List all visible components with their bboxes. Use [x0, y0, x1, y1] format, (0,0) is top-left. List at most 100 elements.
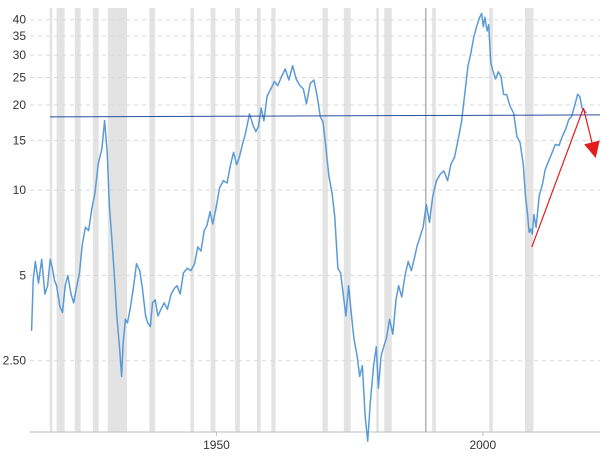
data-point-188 [581, 106, 583, 109]
recession-bands [49, 8, 534, 432]
series-points [30, 12, 587, 442]
data-point-55 [182, 272, 185, 274]
data-point-174 [538, 194, 540, 196]
data-point-112 [364, 414, 366, 417]
data-point-60 [200, 250, 202, 252]
data-point-152 [484, 16, 486, 18]
data-point-67 [222, 180, 224, 182]
data-point-113 [367, 440, 369, 442]
data-point-35 [124, 318, 126, 320]
data-point-114 [369, 400, 372, 402]
data-point-183 [567, 119, 570, 121]
data-point-111 [361, 365, 364, 367]
data-point-97 [322, 121, 324, 123]
reference-line [49, 114, 601, 118]
data-point-185 [574, 103, 576, 105]
x-axis-ticks: 1950 2000 [203, 432, 496, 452]
data-point-88 [292, 65, 294, 67]
data-point-137 [439, 173, 441, 175]
data-point-145 [467, 66, 469, 68]
data-point-15 [70, 293, 72, 295]
data-point-90 [298, 84, 301, 86]
data-point-159 [500, 75, 502, 77]
data-point-42 [144, 315, 147, 317]
recession-band-15 [432, 8, 436, 432]
data-point-0 [30, 329, 33, 331]
data-point-104 [342, 293, 344, 295]
data-point-32 [118, 346, 121, 348]
data-point-26 [103, 120, 106, 122]
data-point-43 [147, 322, 149, 324]
recession-band-4 [107, 8, 127, 432]
data-point-72 [238, 156, 240, 158]
data-point-147 [473, 36, 475, 39]
data-point-181 [562, 134, 564, 137]
data-point-131 [419, 237, 421, 239]
data-point-57 [190, 270, 192, 272]
data-point-155 [490, 62, 492, 64]
data-point-33 [121, 375, 123, 378]
data-point-120 [385, 337, 387, 339]
data-point-157 [494, 78, 497, 80]
data-point-24 [97, 163, 99, 165]
data-point-130 [416, 244, 418, 246]
data-point-153 [486, 30, 488, 32]
data-point-6 [46, 285, 49, 287]
data-point-89 [295, 78, 297, 81]
data-point-30 [113, 272, 115, 274]
y-tick-label-7: 5 [19, 268, 26, 282]
trend-line [531, 107, 585, 248]
data-point-95 [316, 94, 318, 97]
data-point-165 [519, 142, 521, 144]
data-point-87 [288, 79, 290, 81]
data-point-4 [41, 258, 43, 260]
data-point-27 [106, 151, 108, 153]
data-point-18 [78, 272, 81, 274]
data-point-129 [414, 256, 416, 258]
data-point-21 [87, 230, 90, 232]
data-point-133 [425, 203, 427, 206]
data-point-56 [186, 267, 188, 269]
data-point-127 [407, 260, 409, 263]
data-point-53 [176, 285, 178, 287]
data-point-177 [547, 161, 549, 163]
data-point-31 [116, 315, 118, 317]
data-point-110 [359, 375, 361, 378]
trend-arrow-shaft [582, 107, 593, 143]
y-tick-label-1: 35 [13, 29, 27, 43]
data-point-100 [331, 192, 333, 194]
data-point-98 [325, 144, 327, 146]
data-point-64 [212, 223, 214, 225]
gridlines [30, 19, 600, 362]
data-point-92 [305, 103, 308, 105]
data-point-135 [432, 195, 434, 198]
data-point-116 [375, 346, 377, 348]
data-point-182 [565, 128, 567, 130]
recession-band-0 [49, 8, 53, 432]
data-point-5 [44, 293, 46, 295]
data-point-22 [91, 208, 93, 210]
data-point-47 [157, 315, 159, 317]
data-point-121 [388, 318, 391, 320]
data-point-179 [554, 143, 556, 146]
data-point-150 [481, 12, 483, 15]
data-point-94 [313, 79, 315, 81]
data-point-20 [84, 226, 87, 228]
data-point-45 [151, 302, 154, 304]
y-tick-label-6: 10 [13, 183, 27, 197]
data-point-126 [404, 274, 406, 277]
data-point-3 [37, 282, 40, 284]
data-point-163 [513, 112, 515, 114]
data-point-7 [49, 258, 51, 260]
data-point-149 [478, 17, 480, 20]
recession-band-5 [149, 8, 156, 432]
data-point-102 [337, 267, 339, 269]
data-point-62 [206, 224, 208, 227]
data-point-115 [372, 365, 375, 367]
data-point-172 [533, 214, 535, 216]
data-point-171 [531, 233, 533, 235]
data-point-146 [470, 51, 472, 53]
data-point-169 [528, 231, 530, 233]
recession-band-8 [235, 8, 240, 432]
data-point-39 [135, 263, 138, 265]
